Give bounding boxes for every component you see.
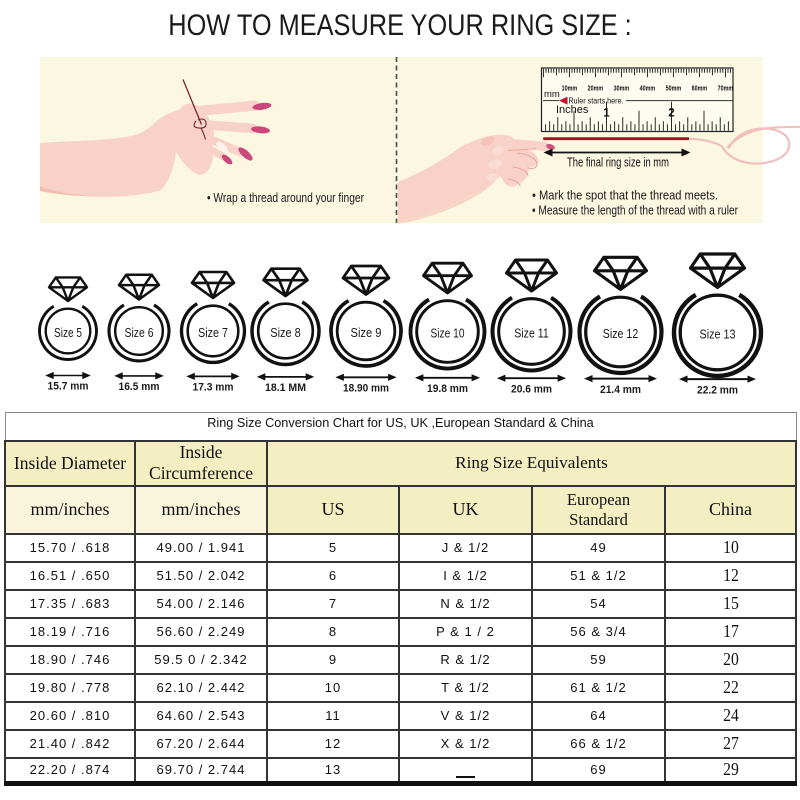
svg-text:16.5 mm: 16.5 mm <box>119 381 160 393</box>
svg-text:Inches: Inches <box>556 104 589 116</box>
svg-text:Size 9: Size 9 <box>351 325 382 340</box>
svg-text:• Measure the length of the th: • Measure the length of the thread with … <box>532 203 739 218</box>
svg-text:The final ring size in mm: The final ring size in mm <box>567 155 669 170</box>
svg-text:15.7 mm: 15.7 mm <box>48 381 89 393</box>
svg-text:18.1 MM: 18.1 MM <box>265 382 306 394</box>
svg-text:• Mark the spot that the threa: • Mark the spot that the thread meets. <box>532 188 718 203</box>
svg-text:2: 2 <box>668 108 674 120</box>
svg-text:Size 6: Size 6 <box>125 325 154 340</box>
svg-text:18.90 mm: 18.90 mm <box>343 383 389 395</box>
svg-text:Size 10: Size 10 <box>431 326 465 341</box>
svg-text:Size 7: Size 7 <box>198 325 228 340</box>
svg-text:Size 11: Size 11 <box>514 326 549 341</box>
svg-text:1: 1 <box>603 108 610 120</box>
svg-text:20mm: 20mm <box>588 86 604 93</box>
svg-text:17.3 mm: 17.3 mm <box>193 382 234 394</box>
svg-text:Size 8: Size 8 <box>270 325 301 340</box>
svg-text:Size 12: Size 12 <box>603 326 639 341</box>
svg-text:Ruler starts here.: Ruler starts here. <box>569 96 624 105</box>
svg-text:40mm: 40mm <box>640 86 656 93</box>
svg-text:mm: mm <box>544 89 560 100</box>
svg-text:70mm: 70mm <box>718 86 734 93</box>
svg-text:Size 13: Size 13 <box>700 327 736 342</box>
svg-text:60mm: 60mm <box>692 86 708 93</box>
svg-text:10mm: 10mm <box>562 86 578 93</box>
svg-text:Size 5: Size 5 <box>54 325 82 340</box>
svg-text:21.4 mm: 21.4 mm <box>600 384 641 396</box>
svg-text:22.2 mm: 22.2 mm <box>697 384 738 396</box>
svg-text:50mm: 50mm <box>666 86 682 93</box>
svg-text:30mm: 30mm <box>614 86 630 93</box>
svg-text:19.8 mm: 19.8 mm <box>427 383 468 395</box>
svg-text:• Wrap a thread around your fi: • Wrap a thread around your finger <box>207 190 365 205</box>
svg-text:20.6 mm: 20.6 mm <box>511 383 552 395</box>
